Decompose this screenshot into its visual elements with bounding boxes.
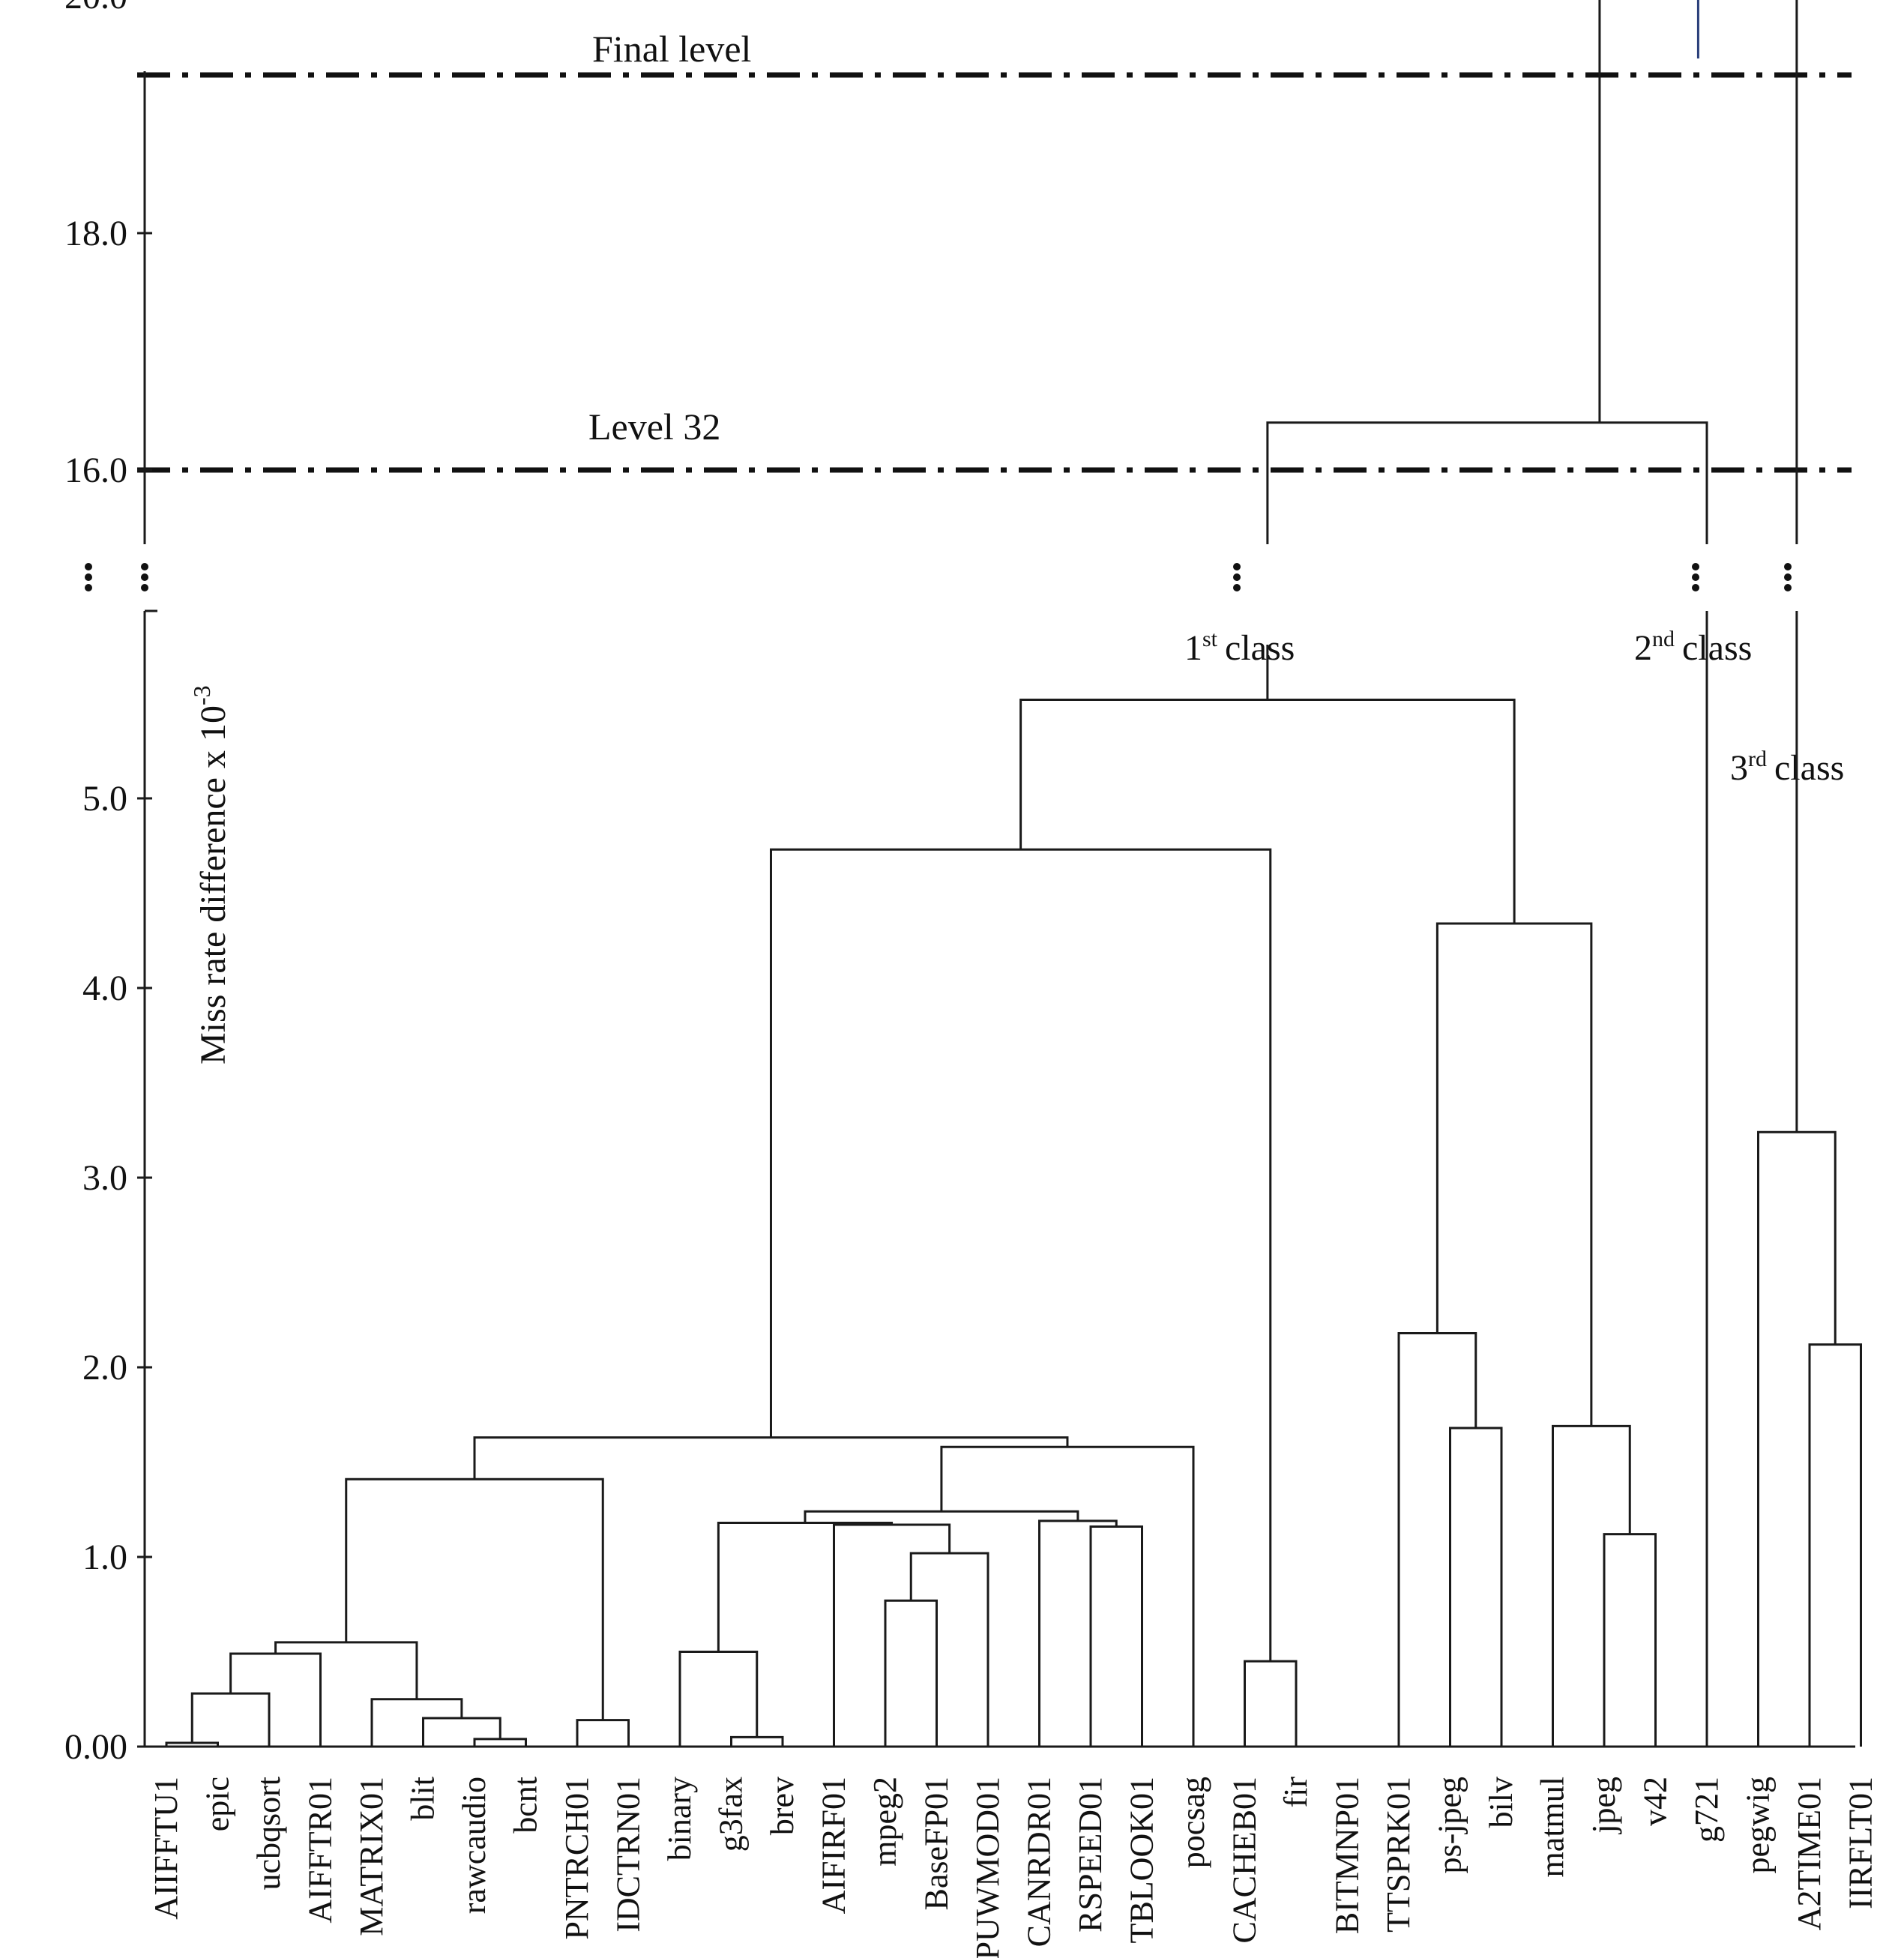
leaf-label: IIRFLT01 xyxy=(1843,1777,1879,1909)
y-axis-label-text: Miss rate difference x 10 xyxy=(193,705,233,1064)
leaf-label: PNTRCH01 xyxy=(558,1777,595,1940)
dendrogram-link xyxy=(1397,1331,1477,1747)
dendrogram-link xyxy=(422,1717,501,1747)
dendrogram-link xyxy=(1089,1525,1143,1747)
dendrogram-link xyxy=(190,1692,271,1747)
leaf-label: AIIFFTU1 xyxy=(148,1777,184,1920)
lower-tick-label: 5.0 xyxy=(82,779,127,819)
lower-tick-label: 4.0 xyxy=(82,969,127,1008)
dendrogram-link xyxy=(1244,1660,1298,1747)
class-2-sup: nd xyxy=(1652,627,1675,651)
y-axis-label: Miss rate difference x 10-3 xyxy=(188,685,233,1064)
y-axis-label-exponent: -3 xyxy=(188,685,215,705)
leaf-label: mpeg2 xyxy=(867,1777,903,1867)
dendrogram-link xyxy=(370,1698,463,1747)
leaf-label: g721 xyxy=(1688,1777,1725,1843)
leaf-label: brev xyxy=(764,1777,801,1835)
leaf-label: AIFIRF01 xyxy=(816,1777,852,1914)
leaf-label: A2TIME01 xyxy=(1791,1777,1828,1930)
dendrogram-link xyxy=(473,1436,1069,1480)
lower-tick-label: 3.0 xyxy=(82,1158,127,1198)
leaf-label: g3fax xyxy=(713,1777,750,1852)
lower-tick-label: 0.00 xyxy=(64,1727,127,1767)
leaf-label: CACHEB01 xyxy=(1226,1777,1263,1943)
leaf-label: AIFFTR01 xyxy=(302,1777,339,1924)
leaf-label: v42 xyxy=(1637,1777,1674,1826)
lower-tick-group: 5.0 4.0 3.0 2.0 1.0 0.00 xyxy=(64,779,152,1767)
dendrogram-link xyxy=(576,1719,630,1747)
class-2-ordinal: 2 xyxy=(1634,628,1652,668)
dendrogram-link xyxy=(804,1510,1079,1523)
dendrogram-link xyxy=(678,1651,759,1747)
final-level-label: Final level xyxy=(592,28,751,70)
leaf-label: fir xyxy=(1277,1777,1314,1808)
level-32-label: Level 32 xyxy=(588,406,720,448)
svg-text:Miss rate difference x 10-3: Miss rate difference x 10-3 xyxy=(188,685,233,1064)
lower-tick-label: 2.0 xyxy=(82,1348,127,1388)
upper-tick-label: 16.0 xyxy=(64,451,127,490)
leaf-label: binary xyxy=(661,1777,698,1861)
leaf-label: bcnt xyxy=(507,1777,544,1834)
dendrogram-link-root xyxy=(1598,0,1798,544)
dendrogram-link xyxy=(833,1523,951,1747)
dendrogram-links xyxy=(165,0,1862,1747)
dendrogram-link xyxy=(730,1735,784,1747)
leaf-label: BaseFP01 xyxy=(918,1777,955,1910)
class-1-sup: st xyxy=(1202,627,1218,651)
leaf-label: jpeg xyxy=(1585,1777,1622,1835)
dendrogram-link xyxy=(345,1477,604,1720)
dendrogram-link xyxy=(1552,1424,1631,1747)
leaf-label: MATRIX01 xyxy=(353,1777,390,1936)
class-1-word: class xyxy=(1225,628,1295,668)
leaf-label: PUWMOD01 xyxy=(969,1777,1006,1958)
upper-tick-label: 18.0 xyxy=(64,214,127,253)
leaf-label: IDCTRN01 xyxy=(610,1777,647,1933)
class-2-word: class xyxy=(1682,628,1752,668)
leaf-label: epic xyxy=(199,1777,236,1831)
class-label-3: 3rd class xyxy=(1730,747,1844,788)
leaf-label: bilv xyxy=(1483,1777,1519,1828)
class-3-word: class xyxy=(1774,748,1844,788)
leaf-label: TTSPRK01 xyxy=(1380,1777,1417,1933)
class-1-ordinal: 1 xyxy=(1184,628,1202,668)
upper-tick-label: 20.0 xyxy=(64,0,127,16)
dendrogram-link-class1-class2 xyxy=(1266,421,1708,544)
dendrogram-link xyxy=(1449,1427,1503,1747)
class-3-ordinal: 3 xyxy=(1730,748,1748,788)
dendrogram-link xyxy=(1603,1533,1657,1747)
dendrogram-link xyxy=(1435,922,1593,1427)
dendrogram-link xyxy=(717,1521,894,1652)
leaf-label: RSPEED01 xyxy=(1072,1777,1109,1933)
class-3-sup: rd xyxy=(1748,747,1767,771)
leaf-label: pocsag xyxy=(1175,1777,1211,1868)
dendrogram-link xyxy=(473,1738,527,1747)
leaf-label: CANRDR01 xyxy=(1021,1777,1058,1947)
class-label-2: 2nd class xyxy=(1634,627,1752,668)
leaf-label-group: AIIFFTU1 epic ucbqsort AIFFTR01 MATRIX01 blit… xyxy=(148,1777,1879,1958)
dendrogram-link xyxy=(909,1552,989,1747)
upper-tick-group: 22.020.018.016.0 xyxy=(64,0,152,490)
lower-tick-label: 1.0 xyxy=(82,1537,127,1577)
dendrogram-link xyxy=(940,1445,1195,1747)
dendrogram-link xyxy=(1808,1343,1862,1747)
class-label-1: 1st class xyxy=(1184,627,1295,668)
leaf-label: ps-jpeg xyxy=(1432,1777,1468,1874)
leaf-label: rawcaudio xyxy=(456,1777,492,1914)
dendrogram-link xyxy=(1757,1130,1837,1747)
leaf-label: TBLOOK01 xyxy=(1124,1777,1160,1943)
leaf-label: pegwig xyxy=(1740,1777,1777,1874)
axis-break-marker xyxy=(85,563,1792,591)
dendrogram-link xyxy=(884,1599,938,1747)
dendrogram-link xyxy=(1019,698,1516,924)
leaf-label: matmul xyxy=(1534,1777,1571,1877)
leaf-label: ucbqsort xyxy=(250,1777,287,1891)
dendrogram-link xyxy=(229,1652,322,1747)
leaf-label: BITMNP01 xyxy=(1329,1777,1366,1934)
leaf-label: blit xyxy=(405,1777,442,1821)
dendrogram-link xyxy=(769,848,1272,1662)
dendrogram-link xyxy=(1038,1519,1118,1747)
dendrogram-link xyxy=(274,1641,418,1699)
